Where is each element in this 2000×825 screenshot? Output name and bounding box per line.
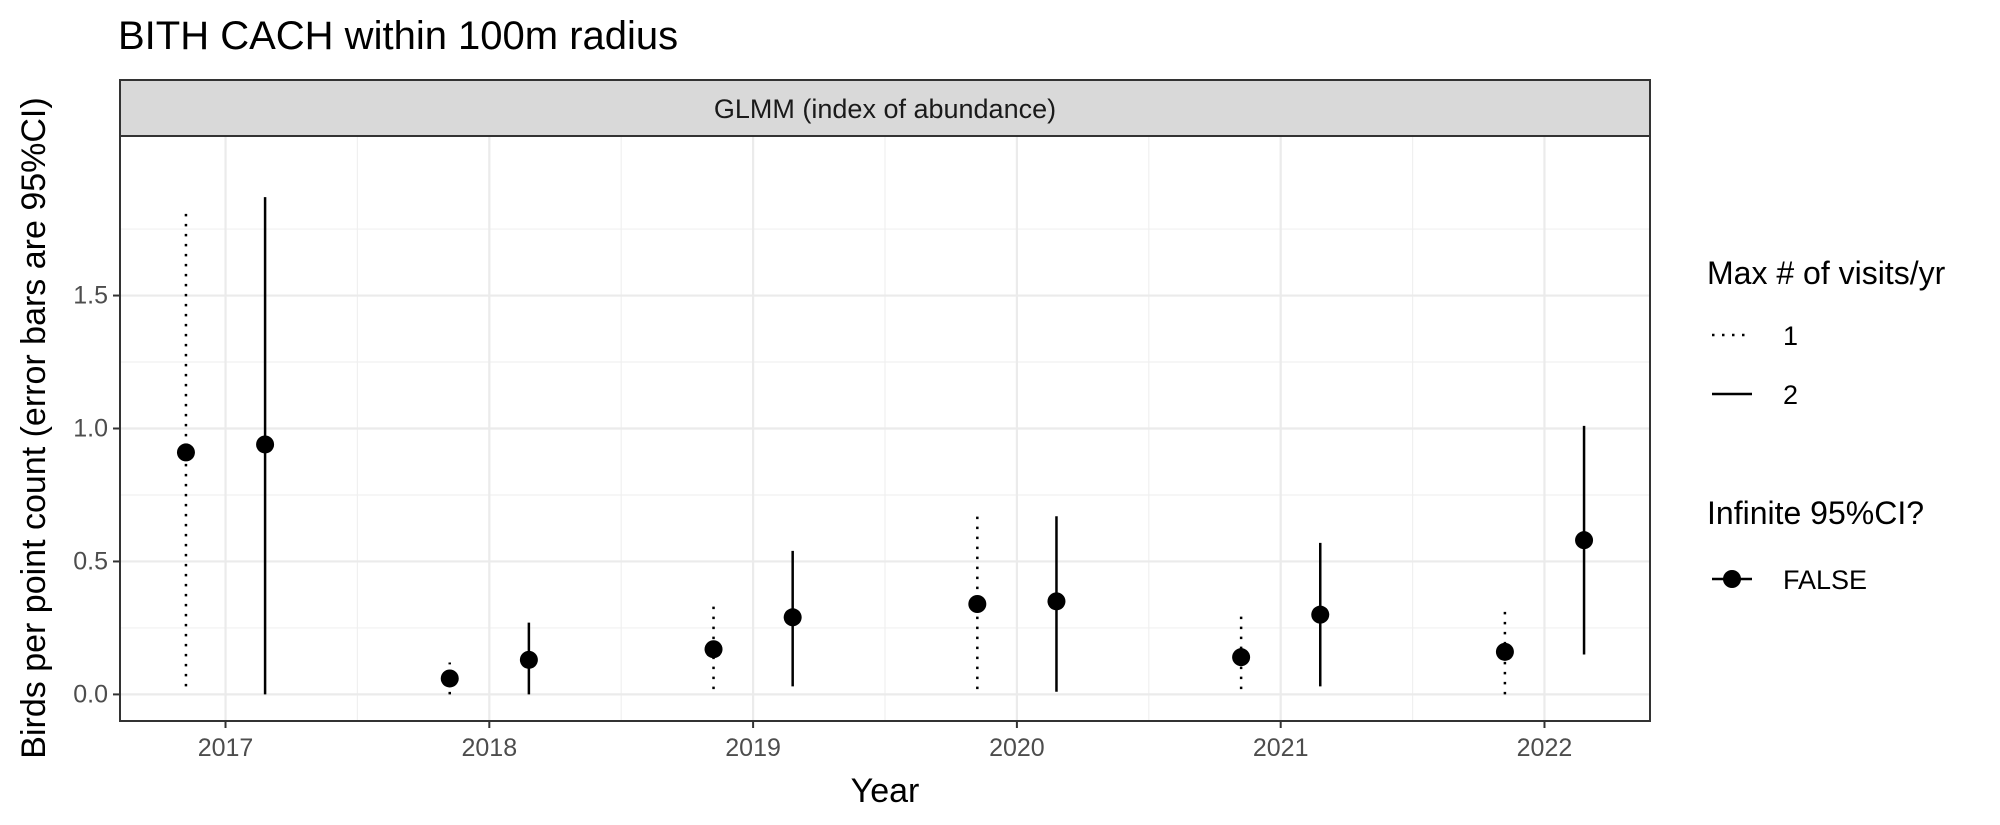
x-tick-label: 2017 bbox=[198, 734, 254, 762]
facet-strip-label: GLMM (index of abundance) bbox=[714, 94, 1056, 124]
data-point-series-1 bbox=[176, 443, 195, 462]
facet-strip-background bbox=[119, 79, 1651, 137]
data-point-series-1 bbox=[1232, 648, 1251, 667]
x-tick-label: 2021 bbox=[1253, 734, 1309, 762]
x-tick-label: 2019 bbox=[725, 734, 781, 762]
data-point-series-2 bbox=[1575, 531, 1594, 550]
legend-label-1: 1 bbox=[1783, 321, 1798, 351]
y-axis: 0.0 0.5 1.0 1.5 bbox=[73, 282, 120, 708]
legend-shape-title: Infinite 95%CI? bbox=[1707, 495, 1924, 531]
data-point-series-2 bbox=[783, 608, 802, 627]
x-tick-label: 2022 bbox=[1517, 734, 1573, 762]
legend-label-2: 2 bbox=[1783, 380, 1798, 410]
data-point-series-1 bbox=[1495, 642, 1514, 661]
chart-title: BITH CACH within 100m radius bbox=[118, 14, 678, 58]
y-tick-label: 1.0 bbox=[73, 415, 108, 443]
data-point-series-2 bbox=[256, 435, 275, 454]
y-tick-label: 0.5 bbox=[73, 547, 108, 575]
data-point-series-1 bbox=[968, 595, 987, 613]
legend: Max # of visits/yr 1 2 Infinite 95%CI? F… bbox=[1707, 255, 1946, 595]
x-tick-label: 2018 bbox=[461, 734, 517, 762]
data-point-series-2 bbox=[1047, 592, 1066, 611]
y-axis-title: Birds per point count (error bars are 95… bbox=[15, 97, 53, 758]
data-point-series-2 bbox=[1311, 605, 1330, 624]
legend-key-point bbox=[1723, 570, 1741, 588]
plot-panel bbox=[119, 135, 1651, 722]
facet-strip: GLMM (index of abundance) bbox=[119, 79, 1651, 137]
y-tick-label: 1.5 bbox=[73, 282, 108, 310]
legend-label-false: FALSE bbox=[1783, 565, 1867, 595]
major-gridlines bbox=[120, 136, 1650, 721]
data-marks bbox=[176, 197, 1594, 695]
data-point-series-1 bbox=[704, 640, 723, 659]
legend-linetype-title: Max # of visits/yr bbox=[1707, 255, 1946, 291]
x-axis-title: Year bbox=[851, 772, 920, 810]
x-axis: 2017 2018 2019 2020 2021 2022 bbox=[198, 721, 1573, 762]
data-point-series-1 bbox=[440, 669, 459, 688]
y-tick-label: 0.0 bbox=[73, 680, 108, 708]
x-tick-label: 2020 bbox=[989, 734, 1045, 762]
data-point-series-2 bbox=[519, 650, 538, 669]
